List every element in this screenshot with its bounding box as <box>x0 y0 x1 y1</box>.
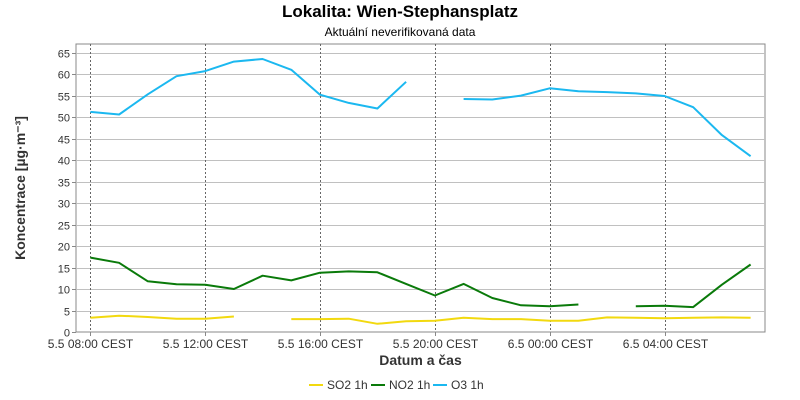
chart-subtitle: Aktuální neverifikovaná data <box>324 25 476 39</box>
y-tick-label: 35 <box>58 178 70 190</box>
y-tick-label: 65 <box>58 49 70 61</box>
y-tick-label: 45 <box>58 135 70 147</box>
y-tick-label: 20 <box>58 242 70 254</box>
y-tick-label: 40 <box>58 156 70 168</box>
no2-line-segment <box>635 263 752 309</box>
y-tick-label: 5 <box>64 307 70 319</box>
y-tick-label: 60 <box>58 70 70 82</box>
so2-line-segment <box>90 314 234 320</box>
y-tick-label: 55 <box>58 92 70 104</box>
x-tick-label: 6.5 00:00 CEST <box>508 337 594 351</box>
so2-line-segment <box>291 316 751 325</box>
x-tick-label: 6.5 04:00 CEST <box>623 337 709 351</box>
x-tick-label: 5.5 08:00 CEST <box>48 337 134 351</box>
y-tick-label: 15 <box>58 264 70 276</box>
legend-label-o3: O3 1h <box>451 378 484 392</box>
o3-line-segment <box>463 87 752 158</box>
no2-line-segment <box>90 256 579 308</box>
x-axis-title: Datum a čas <box>379 352 462 368</box>
legend-label-so2: SO2 1h <box>327 378 368 392</box>
chart-title: Lokalita: Wien-Stephansplatz <box>282 2 518 21</box>
x-tick-label: 5.5 12:00 CEST <box>163 337 249 351</box>
y-tick-label: 30 <box>58 199 70 211</box>
legend-label-no2: NO2 1h <box>389 378 430 392</box>
y-tick-label: 0 <box>64 328 70 340</box>
o3-line-segment <box>90 58 407 116</box>
x-tick-label: 5.5 20:00 CEST <box>393 337 479 351</box>
y-tick-label: 25 <box>58 221 70 233</box>
y-tick-label: 50 <box>58 113 70 125</box>
y-tick-label: 10 <box>58 285 70 297</box>
x-tick-label: 5.5 16:00 CEST <box>278 337 364 351</box>
y-axis-title: Koncentrace [µg·m⁻³] <box>12 116 28 260</box>
